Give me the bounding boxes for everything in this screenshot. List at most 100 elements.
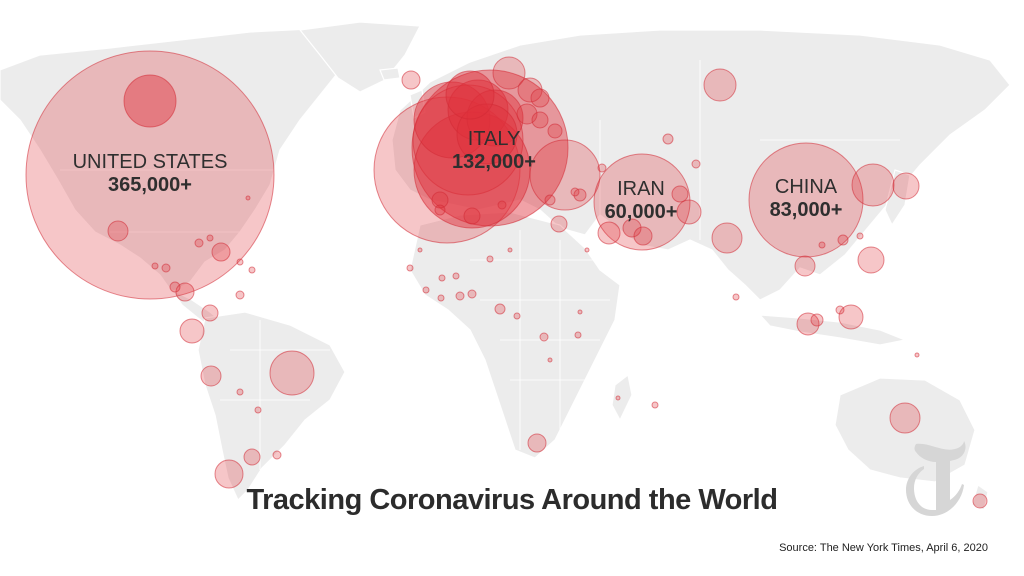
land-masses [0,21,1011,511]
bubble-thailand [794,255,816,277]
bubble-uae [622,218,642,238]
bubble-united-states [25,50,275,300]
bubble-argentina [243,448,261,466]
bubble-south-africa [527,433,547,453]
source-credit: Source: The New York Times, April 6, 202… [779,542,988,554]
bubble-singapore [810,313,824,327]
bubble-mali [438,274,446,282]
bubble-central-1 [161,263,171,273]
bubble-paraguay [254,406,262,414]
bubble-mauritania [417,247,423,253]
bubble-poland [530,88,550,108]
bubble-peru [200,365,222,387]
bubble-oman [671,185,689,203]
bubble-ghana [437,294,445,302]
bubble-india [711,222,743,254]
bubble-cuba [211,242,231,262]
country-labels: UNITED STATES 365,000+ ITALY 132,000+ IR… [73,128,843,223]
bubble-indonesia [835,305,845,315]
bubble-egypt [570,187,580,197]
bubble-uruguay [272,450,282,460]
bubble-iraq [573,188,587,202]
label-italy-name: ITALY [468,128,521,150]
bubble-portugal [431,191,449,209]
land-indonesia [758,314,908,346]
bubble-djibouti [584,247,590,253]
nyt-t-logo-icon [906,441,966,516]
bubble-saudi [597,221,621,245]
land-madagascar [611,373,633,422]
case-bubbles [25,50,988,509]
bubble-australia [889,402,921,434]
bubble-japan [892,172,920,200]
land-south-america [197,311,346,502]
label-iran-cases: 60,000+ [605,201,678,223]
bubble-mauritius [651,401,659,409]
bubble-azerbaijan [597,163,607,173]
bubble-burkina [452,272,460,280]
bubble-algeria [463,207,481,225]
bubble-israel [550,215,568,233]
land-iceland [379,67,401,81]
bubble-bolivia [236,388,244,396]
label-china-name: CHINA [775,176,838,198]
bubble-tanzania [577,309,583,315]
bubble-niger [486,255,494,263]
land-eurasia [391,29,1011,301]
bubble-spain [373,96,521,244]
bubble-us-northwest [123,74,177,128]
bubble-austria [445,70,495,120]
land-japan [884,169,911,227]
bubble-malaysia [796,312,820,336]
bubble-puerto-rico [248,266,256,274]
bubble-tunisia [497,200,507,210]
country-borders [60,60,900,470]
bubble-turkey [529,139,601,211]
bubble-canada-east [245,195,251,201]
bubble-sweden [517,77,543,103]
bubble-chile [214,459,244,489]
label-united-states-cases: 365,000+ [108,174,192,196]
bubble-zambia [547,357,553,363]
bubble-hongkong [837,234,849,246]
bubble-new-zealand [972,493,988,509]
bubble-china [748,142,864,258]
bubble-ireland [401,70,421,90]
bubble-senegal [406,264,414,272]
bubble-mexico [107,220,129,242]
bubble-korea [851,163,895,207]
bubble-sri-lanka [732,293,740,301]
label-china-cases: 83,000+ [770,199,843,221]
label-italy-cases: 132,000+ [452,151,536,173]
bubble-colombia [201,304,219,322]
bubble-netherlands [466,89,524,147]
bubble-cameroon [467,289,477,299]
bubble-vietnam [856,232,864,240]
land-africa [409,211,621,459]
land-north-america [0,27,361,293]
bubble-ivory-coast [422,286,430,294]
bubble-russia [492,56,526,90]
bubble-qatar [633,226,653,246]
bubble-uzbek [691,159,701,169]
bubble-venezuela [235,290,245,300]
bubble-chad [507,247,513,253]
bubble-ethiopia [513,312,521,320]
bubble-madagascar [615,395,621,401]
bubble-dominican [236,258,244,266]
bubble-ecuador [179,318,205,344]
bubble-kazakhstan [662,133,674,145]
bubble-greece [547,123,563,139]
bubble-sudan [494,303,506,315]
bubble-kenya [574,331,582,339]
bubble-philippines [838,304,864,330]
bubble-nepal [818,241,826,249]
headline: Tracking Coronavirus Around the World [246,484,778,516]
bubble-cyprus [544,194,556,206]
bubble-siberia [703,68,737,102]
bubble-congo [539,332,549,342]
label-united-states-name: UNITED STATES [73,151,228,173]
bubble-costa-rica [169,281,181,293]
bubble-brazil [269,350,315,396]
